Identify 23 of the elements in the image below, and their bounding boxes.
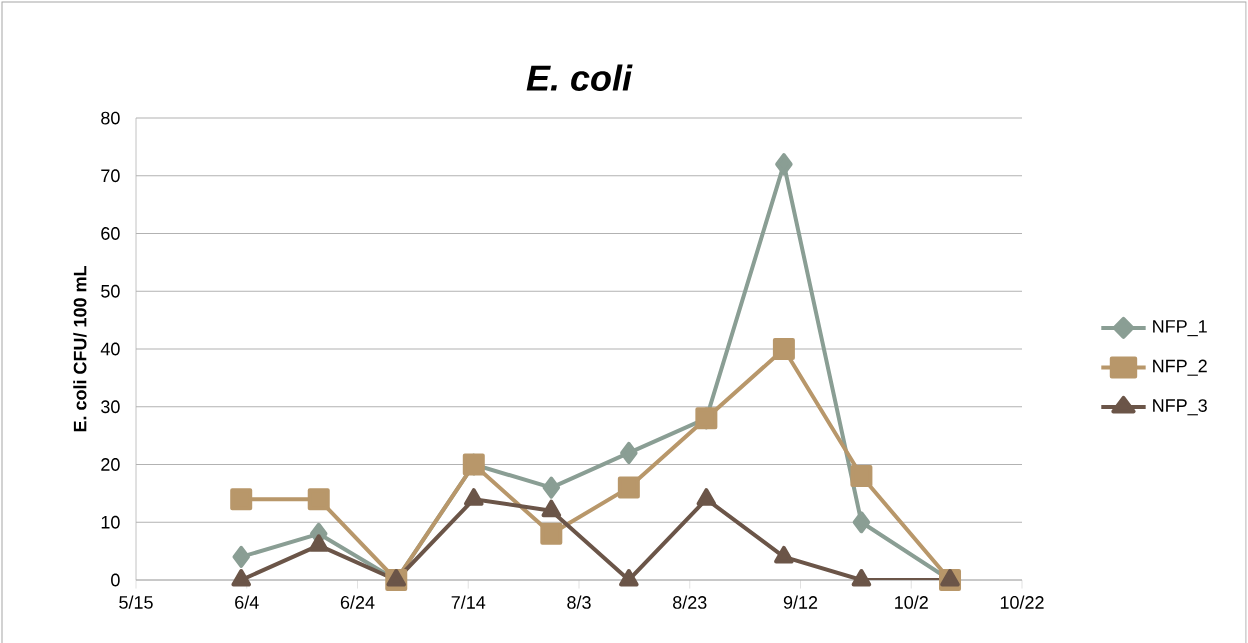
y-tick-label: 10 [101, 515, 120, 529]
y-tick-label: 70 [101, 169, 120, 183]
x-tick-label: 6/24 [340, 595, 375, 609]
y-tick-label: 30 [101, 400, 120, 414]
legend-label: NFP_3 [1153, 399, 1207, 416]
y-tick-label: 50 [101, 284, 120, 298]
y-tick-label: 20 [101, 458, 120, 471]
y-axis-title: E. coli CFU/ 100 mL [73, 266, 87, 432]
legend-label: NFP_2 [1153, 359, 1207, 376]
legend-label: NFP_1 [1153, 320, 1207, 337]
y-tick-label: 60 [101, 227, 120, 240]
y-tick-label: 40 [100, 342, 120, 356]
y-tick-label: 80 [101, 111, 120, 125]
x-tick-label: 8/23 [673, 595, 707, 609]
chart-title: E. coli [526, 64, 633, 91]
x-tick-label: 6/4 [235, 595, 259, 609]
x-tick-label: 10/22 [1000, 595, 1044, 609]
x-tick-label: 9/12 [783, 595, 818, 609]
y-tick-label: 0 [111, 573, 120, 587]
x-tick-label: 10/2 [895, 595, 928, 609]
x-tick-label: 7/14 [451, 595, 486, 609]
x-tick-label: 5/15 [119, 595, 153, 609]
x-tick-label: 8/3 [567, 595, 591, 609]
